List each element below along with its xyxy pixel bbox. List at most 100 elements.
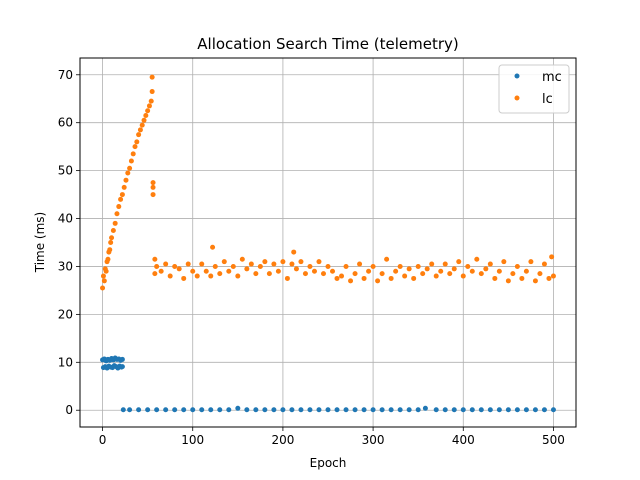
point-mc bbox=[244, 407, 250, 413]
point-lc bbox=[100, 285, 106, 291]
point-lc bbox=[149, 74, 155, 80]
point-lc bbox=[203, 268, 209, 274]
point-lc bbox=[143, 113, 149, 119]
point-mc bbox=[388, 407, 394, 413]
point-mc bbox=[172, 407, 178, 413]
point-mc bbox=[325, 407, 331, 413]
point-lc bbox=[375, 278, 381, 284]
point-lc bbox=[239, 256, 245, 262]
point-lc bbox=[244, 266, 250, 272]
point-lc bbox=[112, 220, 118, 226]
x-tick-label: 300 bbox=[362, 433, 385, 447]
y-tick-label: 70 bbox=[58, 68, 73, 82]
point-lc bbox=[134, 139, 140, 145]
chart-title: Allocation Search Time (telemetry) bbox=[197, 35, 458, 53]
point-mc bbox=[433, 407, 439, 413]
point-mc bbox=[397, 407, 403, 413]
point-mc bbox=[145, 407, 151, 413]
point-lc bbox=[501, 259, 507, 265]
point-lc bbox=[149, 89, 155, 95]
point-mc bbox=[190, 407, 196, 413]
point-lc bbox=[519, 275, 525, 281]
y-tick-label: 30 bbox=[58, 259, 73, 273]
plot-frame bbox=[79, 57, 577, 428]
point-mc bbox=[127, 407, 133, 413]
y-axis-label: Time (ms) bbox=[33, 212, 47, 274]
point-lc bbox=[523, 268, 529, 274]
point-lc bbox=[152, 271, 158, 277]
point-lc bbox=[181, 275, 187, 281]
point-lc bbox=[235, 273, 241, 279]
point-lc bbox=[190, 268, 196, 274]
point-mc bbox=[343, 407, 349, 413]
point-lc bbox=[100, 273, 106, 279]
point-mc bbox=[253, 407, 259, 413]
point-mc bbox=[361, 407, 367, 413]
point-mc bbox=[208, 407, 214, 413]
point-lc bbox=[334, 275, 340, 281]
point-lc bbox=[128, 158, 134, 164]
point-lc bbox=[101, 278, 107, 284]
point-lc bbox=[397, 263, 403, 269]
point-lc bbox=[406, 266, 412, 272]
point-lc bbox=[123, 177, 129, 183]
axis-ticks: 0 100 200 300 400 500 0 10 20 30 40 50 60 70 bbox=[58, 68, 565, 447]
point-lc bbox=[492, 275, 498, 281]
point-lc bbox=[125, 170, 131, 176]
data-points bbox=[100, 74, 556, 413]
x-tick-label: 500 bbox=[542, 433, 565, 447]
point-lc bbox=[549, 254, 555, 260]
point-lc bbox=[442, 261, 448, 267]
point-lc bbox=[487, 261, 493, 267]
point-mc bbox=[422, 405, 428, 411]
point-lc bbox=[152, 256, 158, 262]
point-mc bbox=[271, 407, 277, 413]
point-lc bbox=[103, 268, 109, 274]
point-lc bbox=[291, 249, 297, 255]
point-lc bbox=[298, 259, 304, 265]
legend-label-mc: mc bbox=[542, 70, 562, 85]
point-lc bbox=[465, 263, 471, 269]
point-lc bbox=[150, 184, 156, 190]
point-lc bbox=[284, 275, 290, 281]
legend-label-lc: lc bbox=[542, 92, 553, 107]
point-lc bbox=[388, 275, 394, 281]
point-mc bbox=[532, 407, 538, 413]
point-lc bbox=[248, 261, 254, 267]
point-lc bbox=[121, 184, 127, 190]
point-lc bbox=[119, 192, 125, 198]
point-lc bbox=[483, 266, 489, 272]
point-mc bbox=[316, 407, 322, 413]
point-lc bbox=[307, 263, 313, 269]
point-mc bbox=[163, 407, 169, 413]
point-mc bbox=[451, 407, 457, 413]
point-mc bbox=[379, 407, 385, 413]
point-lc bbox=[280, 259, 286, 265]
point-mc bbox=[120, 407, 126, 413]
y-tick-label: 20 bbox=[58, 307, 73, 321]
point-mc bbox=[199, 407, 205, 413]
point-mc bbox=[226, 407, 232, 413]
point-lc bbox=[107, 247, 113, 253]
point-lc bbox=[469, 268, 475, 274]
point-mc bbox=[307, 407, 313, 413]
point-lc bbox=[330, 268, 336, 274]
x-tick-label: 200 bbox=[271, 433, 294, 447]
y-tick-label: 50 bbox=[58, 164, 73, 178]
point-lc bbox=[478, 271, 484, 277]
point-mc bbox=[406, 407, 412, 413]
point-lc bbox=[415, 263, 421, 269]
point-mc bbox=[487, 407, 493, 413]
point-mc bbox=[119, 356, 125, 362]
legend-marker-mc bbox=[514, 73, 520, 79]
point-lc bbox=[366, 268, 372, 274]
point-lc bbox=[370, 263, 376, 269]
point-mc bbox=[478, 407, 484, 413]
point-lc bbox=[208, 273, 214, 279]
point-lc bbox=[118, 196, 124, 202]
point-lc bbox=[210, 244, 216, 250]
point-lc bbox=[257, 263, 263, 269]
point-lc bbox=[185, 261, 191, 267]
point-lc bbox=[532, 278, 538, 284]
point-lc bbox=[116, 204, 122, 210]
